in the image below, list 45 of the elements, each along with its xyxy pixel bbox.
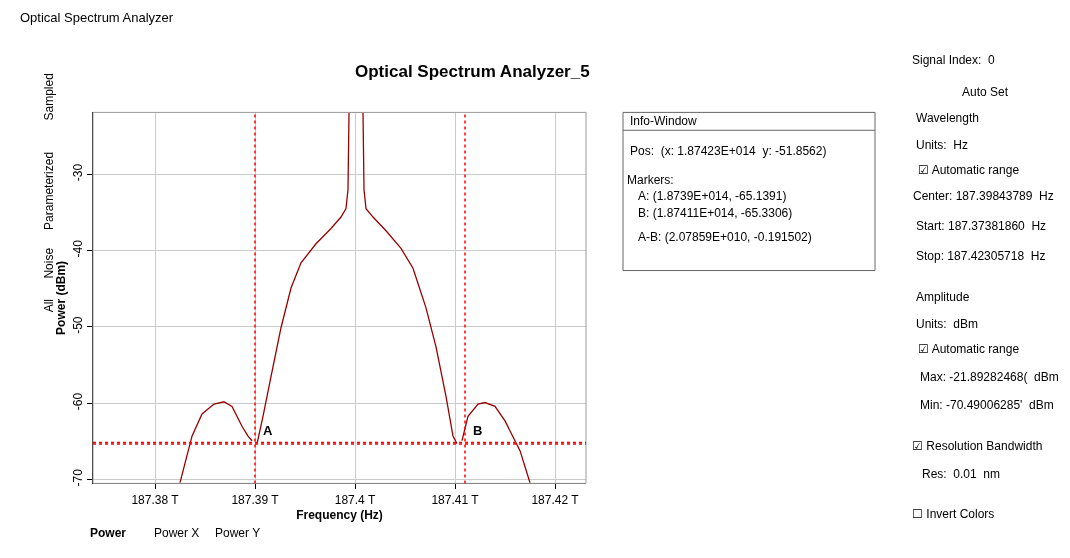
text: Optical Spectrum Analyzer (20, 10, 174, 25)
y-tick-label: -70 (71, 468, 86, 487)
text: Start: 187.37381860 Hz (916, 219, 1047, 233)
x-tick-label: 187.41 T (431, 492, 480, 507)
y-tick-label: -60 (71, 392, 86, 411)
text: Power (90, 526, 127, 540)
text: ☑ Resolution Bandwidth (912, 439, 1043, 453)
text: Noise (42, 247, 57, 279)
chart-title: Optical Spectrum Analyzer_5 (355, 62, 590, 81)
ref-line-label: A (263, 423, 273, 438)
text: All (41, 299, 56, 313)
text: Max: -21.89282468( dBm (920, 370, 1059, 384)
text: Units: dBm (916, 317, 979, 331)
text: Pos: (x: 1.87423E+014 y: -51.8562) (630, 144, 827, 158)
text: Sampled (41, 73, 56, 121)
text: Amplitude (916, 290, 970, 304)
y-tick-label: -40 (71, 239, 86, 258)
text: A-B: (2.07859E+010, -0.191502) (638, 230, 812, 244)
x-tick-label: 187.39 T (231, 492, 280, 507)
text: Min: -70.49006285' dBm (920, 398, 1054, 412)
x-tick-label: 187.42 T (531, 492, 580, 507)
text: Parameterized (42, 151, 57, 230)
text: Center: 187.39843789 Hz (913, 189, 1054, 203)
text: B: (1.87411E+014, -65.3306) (638, 206, 793, 220)
text: Wavelength (916, 111, 979, 125)
text: Auto Set (962, 85, 1009, 99)
text: Markers: (627, 173, 674, 187)
y-tick-label: -50 (71, 316, 86, 334)
x-tick-label: 187.38 T (131, 492, 180, 507)
x-axis-title: Frequency (Hz) (296, 507, 383, 522)
text: Units: Hz (916, 138, 969, 152)
text: ☐ Invert Colors (912, 507, 995, 521)
text: Power X (154, 526, 200, 540)
text: ☑ Automatic range (918, 342, 1020, 356)
ref-line-label: B (473, 423, 483, 438)
text: Stop: 187.42305718 Hz (916, 249, 1046, 263)
text: ☑ Automatic range (918, 163, 1020, 177)
text: Info-Window (630, 114, 698, 128)
text: Signal Index: 0 (912, 53, 996, 67)
text: Res: 0.01 nm (922, 467, 1001, 481)
y-tick-label: -30 (71, 163, 86, 182)
text: Power Y (215, 526, 261, 540)
y-axis-title: Power (dBm) (54, 260, 69, 335)
x-tick-label: 187.4 T (334, 492, 376, 507)
text: A: (1.8739E+014, -65.1391) (638, 189, 787, 203)
